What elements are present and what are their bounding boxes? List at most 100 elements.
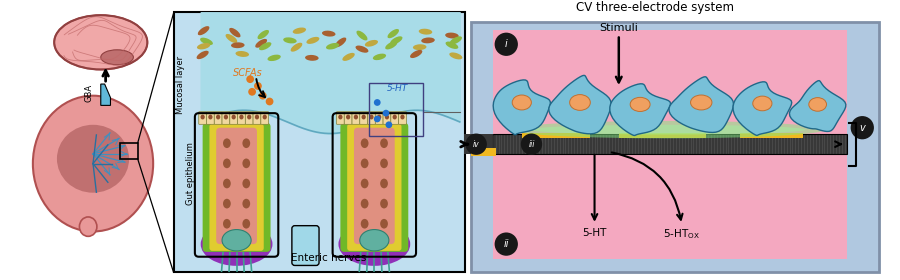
Ellipse shape xyxy=(335,38,346,47)
Ellipse shape xyxy=(356,31,367,40)
Ellipse shape xyxy=(267,55,281,61)
Ellipse shape xyxy=(752,96,772,111)
Ellipse shape xyxy=(388,29,399,38)
Ellipse shape xyxy=(361,179,368,188)
Ellipse shape xyxy=(338,115,343,120)
Ellipse shape xyxy=(239,115,244,120)
Circle shape xyxy=(374,99,381,106)
Text: Stimuli: Stimuli xyxy=(599,23,638,33)
Ellipse shape xyxy=(356,46,368,53)
Ellipse shape xyxy=(222,230,251,251)
Ellipse shape xyxy=(373,53,386,60)
Ellipse shape xyxy=(446,41,458,49)
Circle shape xyxy=(254,82,262,90)
FancyBboxPatch shape xyxy=(210,124,264,251)
Ellipse shape xyxy=(391,36,402,45)
Ellipse shape xyxy=(418,29,432,35)
Ellipse shape xyxy=(446,32,459,39)
Circle shape xyxy=(495,33,518,56)
Text: GBA: GBA xyxy=(85,84,94,102)
Ellipse shape xyxy=(223,138,230,148)
Ellipse shape xyxy=(54,15,148,69)
Ellipse shape xyxy=(385,115,389,120)
Ellipse shape xyxy=(512,95,531,110)
Bar xyxy=(370,83,423,136)
Bar xyxy=(522,132,590,138)
Circle shape xyxy=(248,88,256,96)
Text: Mucosal layer: Mucosal layer xyxy=(176,56,184,114)
Ellipse shape xyxy=(284,37,297,43)
Ellipse shape xyxy=(305,55,319,61)
Text: CV three-electrode system: CV three-electrode system xyxy=(576,1,734,14)
Ellipse shape xyxy=(380,199,388,208)
Ellipse shape xyxy=(256,39,267,48)
FancyBboxPatch shape xyxy=(253,112,261,124)
Ellipse shape xyxy=(809,98,826,111)
Ellipse shape xyxy=(385,41,398,49)
Ellipse shape xyxy=(377,115,382,120)
Text: Gut epithelium: Gut epithelium xyxy=(186,142,195,205)
FancyBboxPatch shape xyxy=(347,124,401,251)
Polygon shape xyxy=(610,84,670,136)
FancyBboxPatch shape xyxy=(222,112,230,124)
Ellipse shape xyxy=(413,44,427,50)
Ellipse shape xyxy=(529,125,806,134)
Ellipse shape xyxy=(509,121,825,138)
Circle shape xyxy=(266,98,274,105)
Circle shape xyxy=(382,110,390,116)
Text: iv: iv xyxy=(472,140,480,149)
FancyBboxPatch shape xyxy=(337,112,345,124)
Ellipse shape xyxy=(380,138,388,148)
FancyBboxPatch shape xyxy=(399,112,406,124)
Ellipse shape xyxy=(255,115,259,120)
Ellipse shape xyxy=(226,34,238,43)
Bar xyxy=(472,148,496,156)
FancyBboxPatch shape xyxy=(246,112,253,124)
Polygon shape xyxy=(789,81,846,132)
Ellipse shape xyxy=(360,230,389,251)
Ellipse shape xyxy=(216,115,220,120)
Ellipse shape xyxy=(263,115,267,120)
Ellipse shape xyxy=(361,158,368,168)
Ellipse shape xyxy=(242,138,250,148)
FancyBboxPatch shape xyxy=(354,128,395,244)
FancyBboxPatch shape xyxy=(340,123,409,252)
Bar xyxy=(464,134,492,154)
Circle shape xyxy=(259,92,266,100)
Polygon shape xyxy=(734,82,792,136)
Ellipse shape xyxy=(33,96,153,232)
Ellipse shape xyxy=(101,50,133,65)
Text: v: v xyxy=(860,123,865,133)
Text: iii: iii xyxy=(528,140,535,149)
Ellipse shape xyxy=(690,95,712,110)
Ellipse shape xyxy=(342,53,355,61)
Ellipse shape xyxy=(224,115,228,120)
Polygon shape xyxy=(493,80,550,135)
Text: SCFAs: SCFAs xyxy=(233,68,263,78)
FancyBboxPatch shape xyxy=(202,123,271,252)
FancyBboxPatch shape xyxy=(391,112,399,124)
Ellipse shape xyxy=(380,158,388,168)
Ellipse shape xyxy=(242,158,250,168)
Text: i: i xyxy=(505,39,508,49)
FancyBboxPatch shape xyxy=(352,112,360,124)
Circle shape xyxy=(385,122,392,128)
Circle shape xyxy=(495,232,518,256)
Bar xyxy=(492,30,847,259)
Text: ii: ii xyxy=(503,239,509,249)
Circle shape xyxy=(374,116,381,122)
Circle shape xyxy=(850,116,874,139)
Ellipse shape xyxy=(242,199,250,208)
Ellipse shape xyxy=(354,115,358,120)
Ellipse shape xyxy=(346,115,350,120)
Bar xyxy=(492,134,847,154)
Ellipse shape xyxy=(230,28,240,38)
Ellipse shape xyxy=(338,222,410,266)
FancyBboxPatch shape xyxy=(206,112,214,124)
FancyBboxPatch shape xyxy=(367,112,375,124)
Ellipse shape xyxy=(223,179,230,188)
Text: 5-HT$_{\mathrm{OX}}$: 5-HT$_{\mathrm{OX}}$ xyxy=(663,228,700,241)
Ellipse shape xyxy=(630,97,650,111)
Ellipse shape xyxy=(200,38,213,45)
Ellipse shape xyxy=(361,138,368,148)
